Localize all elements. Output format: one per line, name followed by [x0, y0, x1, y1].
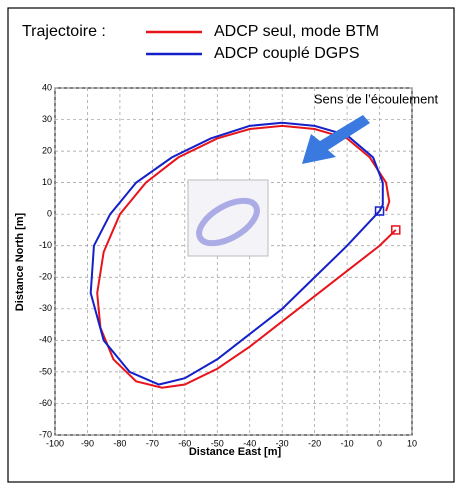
- x-tick-label: -80: [113, 438, 126, 448]
- annotation: Sens de l’écoulement: [314, 91, 439, 106]
- x-tick-label: 0: [377, 438, 382, 448]
- y-tick-label: 10: [42, 177, 52, 187]
- y-tick-label: 40: [42, 82, 52, 92]
- y-tick-label: 20: [42, 145, 52, 155]
- x-tick-label: -10: [341, 438, 354, 448]
- legend-title: Trajectoire :: [22, 23, 106, 40]
- plot-area: [54, 87, 413, 436]
- x-tick-label: -70: [146, 438, 159, 448]
- x-tick-label: -100: [46, 438, 64, 448]
- plot: -100 -90 -80 -70 -60 -50 -40 -30 -20 -10 0 10403020…: [39, 82, 417, 448]
- x-tick-label: -50: [211, 438, 224, 448]
- start-marker: [391, 225, 401, 235]
- legend-label: ADCP seul, mode BTM: [214, 23, 379, 40]
- x-tick-label: 10: [407, 438, 417, 448]
- y-tick-label: -50: [39, 366, 52, 376]
- y-tick-label: -60: [39, 398, 52, 408]
- flow-arrow: [302, 115, 370, 164]
- x-tick-label: -40: [243, 438, 256, 448]
- legend: ADCP seul, mode BTM ADCP couplé DGPS: [146, 23, 379, 62]
- x-tick-label: -20: [308, 438, 321, 448]
- y-tick-label: 30: [42, 114, 52, 124]
- y-axis-label: Distance North [m]: [14, 212, 26, 311]
- y-tick-label: -10: [39, 240, 52, 250]
- y-tick-label: -70: [39, 429, 52, 439]
- legend-label: ADCP couplé DGPS: [214, 45, 360, 62]
- y-tick-label: -40: [39, 335, 52, 345]
- y-tick-label: 0: [47, 209, 52, 219]
- x-tick-label: -30: [276, 438, 289, 448]
- x-tick-label: -60: [178, 438, 191, 448]
- inset-shape: [196, 197, 260, 247]
- y-tick-label: -30: [39, 303, 52, 313]
- y-tick-label: -20: [39, 272, 52, 282]
- start-marker: [374, 206, 385, 216]
- x-tick-label: -90: [81, 438, 94, 448]
- x-axis-label: Distance East [m]: [189, 446, 282, 458]
- trajectory-line: [89, 121, 384, 386]
